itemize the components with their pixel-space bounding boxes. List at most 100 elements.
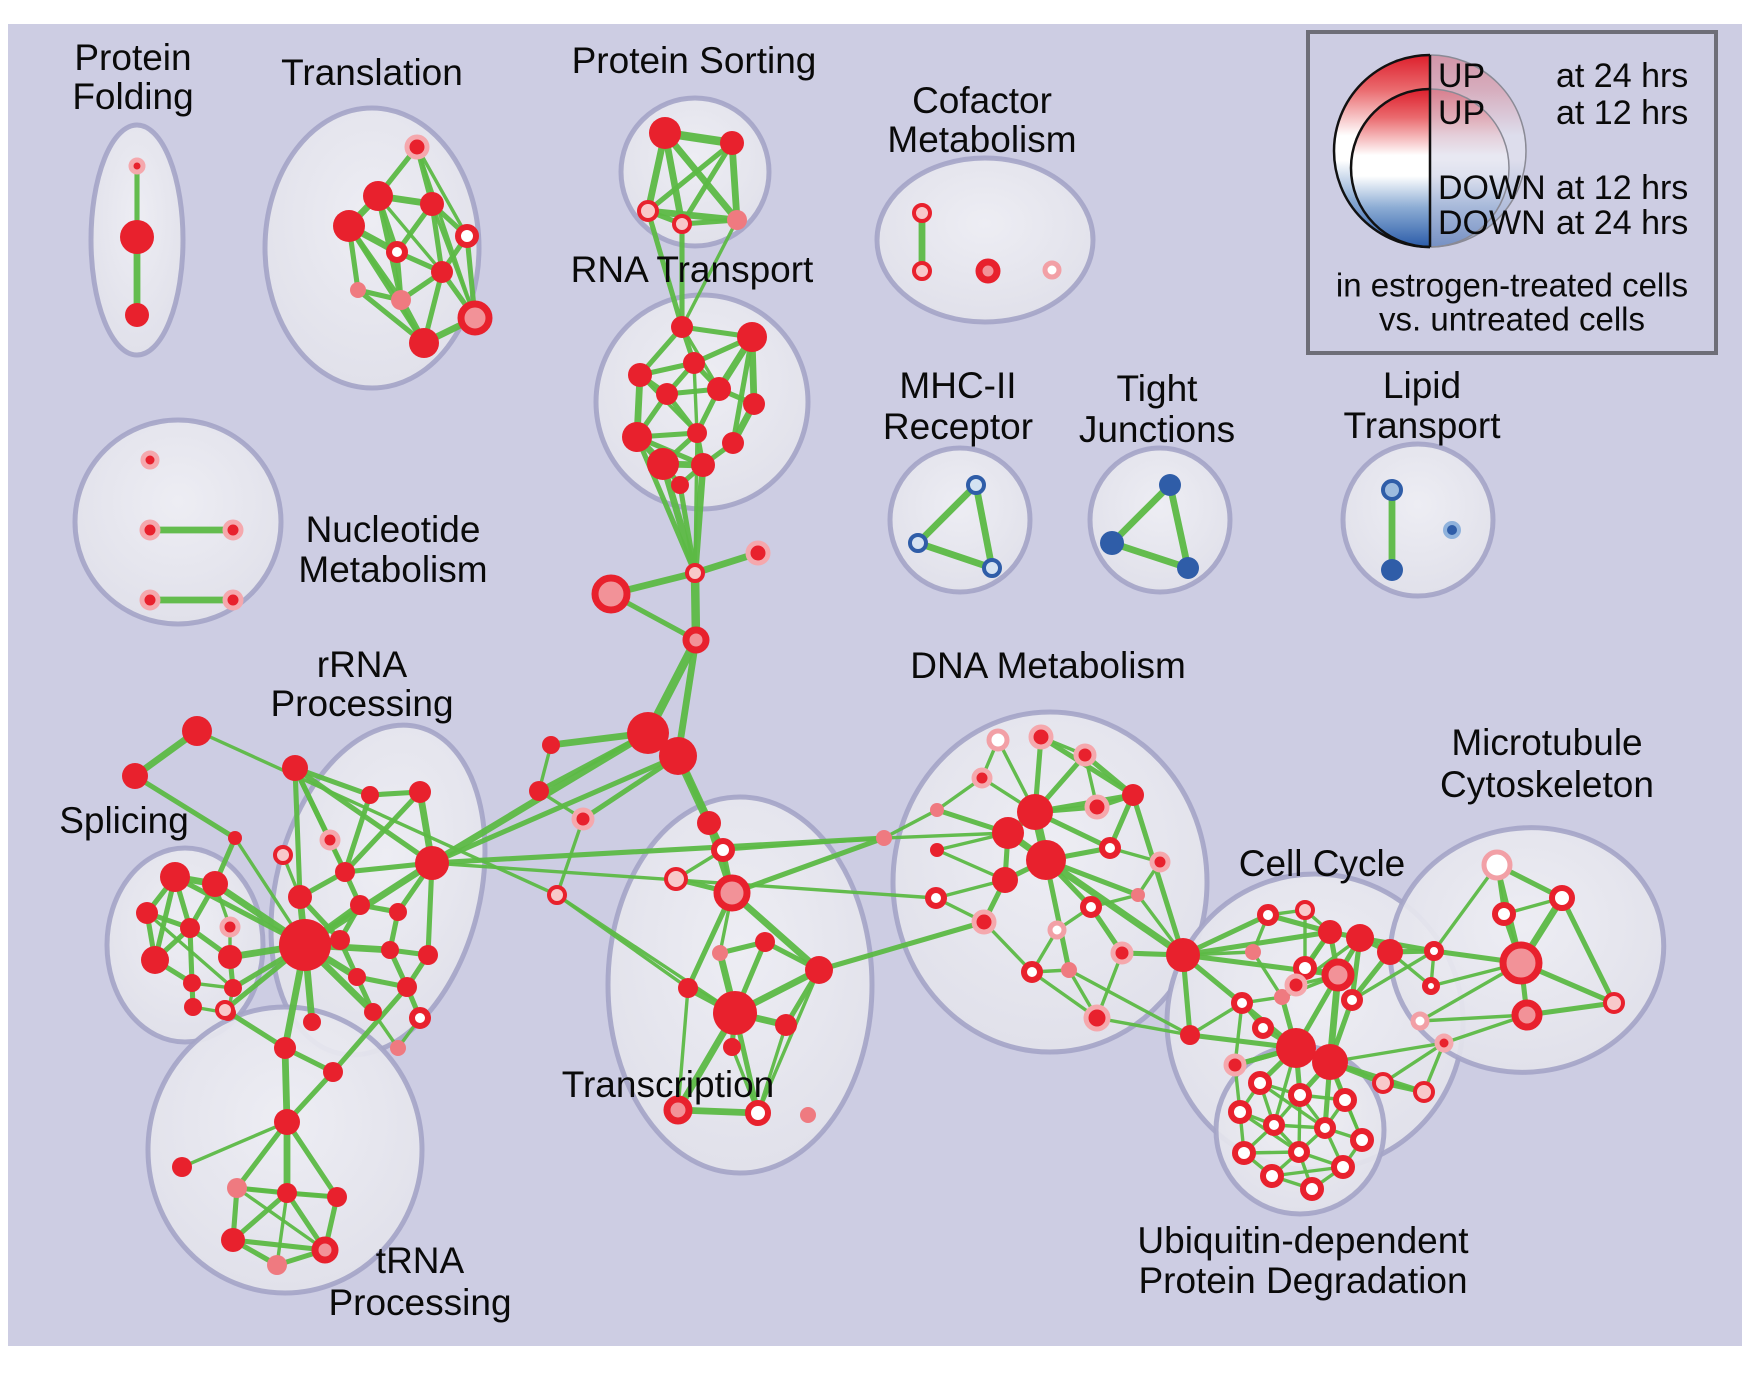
- gene-node-pk: [350, 282, 366, 298]
- gene-node-r: [930, 843, 944, 857]
- gene-node-ph: [1073, 743, 1097, 767]
- gene-node-r: [542, 736, 560, 754]
- gene-node-bl: [1443, 521, 1461, 539]
- gene-node-rw: [1248, 1071, 1272, 1095]
- gene-node-r: [1276, 1028, 1316, 1068]
- network-edge: [730, 334, 755, 446]
- network-edge: [430, 202, 477, 320]
- gene-node-r: [656, 383, 678, 405]
- gene-node-rw: [711, 838, 735, 862]
- gene-node-ph: [1223, 1053, 1247, 1077]
- gene-node-r: [333, 210, 365, 242]
- gene-node-r: [723, 1038, 741, 1056]
- cluster-label-rrna-processing: Processing: [270, 683, 453, 724]
- network-edge: [132, 773, 238, 841]
- network-edge: [1251, 950, 1284, 999]
- gene-node-r: [122, 763, 148, 789]
- gene-node-r: [1122, 784, 1144, 806]
- network-edge: [1328, 1041, 1446, 1064]
- gene-node-r: [737, 322, 767, 352]
- gene-node-ph: [971, 909, 997, 935]
- gene-node-r: [1377, 939, 1403, 965]
- cluster-label-microtubule-cytoskeleton: Cytoskeleton: [1440, 764, 1654, 805]
- legend-inner-ring-left: [1349, 87, 1431, 249]
- gene-node-r: [697, 811, 721, 835]
- gene-node-rw: [1257, 904, 1279, 926]
- gene-node-pk: [727, 210, 747, 230]
- gene-node-ph: [222, 519, 244, 541]
- network-edge: [882, 808, 939, 840]
- gene-node-ph: [128, 157, 146, 175]
- gene-node-rw: [1288, 1141, 1310, 1163]
- gene-node-pr: [1372, 1072, 1394, 1094]
- gene-node-r: [288, 885, 312, 909]
- gene-node-rw: [386, 241, 408, 263]
- legend-time-label: at 24 hrs: [1556, 204, 1688, 242]
- network-edge: [275, 1191, 289, 1267]
- network-edge: [1559, 895, 1617, 1006]
- gene-node-bw: [982, 558, 1002, 578]
- gene-node-rw: [1350, 1128, 1374, 1152]
- cluster-label-mhc-ii-receptor: MHC-II: [899, 365, 1016, 406]
- legend-outer-ring-left: [1332, 53, 1431, 249]
- network-edge: [644, 207, 741, 224]
- gene-node-r: [415, 846, 449, 880]
- network-edge: [676, 986, 690, 1112]
- gene-node-bw: [966, 475, 986, 495]
- gene-node-rw: [1228, 1100, 1252, 1124]
- gene-node-r: [678, 978, 698, 998]
- gene-node-r: [303, 1013, 321, 1031]
- network-edge: [429, 753, 681, 866]
- gene-node-r: [397, 977, 417, 997]
- cluster-label-cofactor-metabolism: Metabolism: [887, 119, 1076, 160]
- gene-node-pk: [876, 830, 892, 846]
- gene-node-r: [628, 363, 652, 387]
- gene-node-rp: [713, 874, 751, 912]
- gene-node-r: [172, 1157, 192, 1177]
- gene-node-r: [743, 393, 765, 415]
- network-edge: [693, 431, 699, 575]
- legend-direction-label: DOWN: [1438, 204, 1546, 242]
- gene-node-r: [671, 476, 689, 494]
- network-edge: [555, 893, 737, 1015]
- gene-node-rp: [1511, 999, 1543, 1031]
- legend-direction-label: UP: [1438, 94, 1485, 132]
- network-edge: [679, 140, 735, 227]
- gene-node-r: [1166, 938, 1200, 972]
- cluster-label-tight-junctions: Junctions: [1079, 409, 1235, 450]
- gene-node-ph: [1149, 851, 1171, 873]
- cluster-label-lipid-transport: Transport: [1344, 405, 1502, 446]
- network-edge: [914, 481, 980, 547]
- gene-node-ph: [971, 767, 993, 789]
- cluster-ellipse-transcription: [605, 794, 875, 1176]
- gene-node-r: [627, 712, 669, 754]
- network-edge: [1095, 1016, 1192, 1037]
- network-edge: [145, 911, 235, 990]
- gene-node-r: [1346, 924, 1374, 952]
- gene-node-r: [381, 941, 399, 959]
- gene-node-ph: [1434, 1033, 1454, 1053]
- gene-node-r: [202, 871, 228, 897]
- network-edge: [292, 765, 435, 866]
- gene-node-r: [683, 352, 705, 374]
- legend-direction-label: DOWN: [1438, 169, 1546, 207]
- gene-node-ph: [1284, 973, 1308, 997]
- cluster-label-trna-processing: Processing: [328, 1282, 511, 1323]
- gene-node-r: [363, 181, 393, 211]
- gene-node-rw: [1252, 1017, 1274, 1039]
- gene-node-pk: [930, 803, 944, 817]
- gene-node-pr: [215, 1000, 235, 1020]
- gene-node-r: [136, 902, 158, 924]
- gene-node-r: [671, 316, 693, 338]
- gene-node-rw: [455, 224, 479, 248]
- gene-node-r: [160, 862, 190, 892]
- cluster-ellipse-lipid-transport: [1340, 441, 1496, 599]
- network-edge: [645, 208, 685, 330]
- gene-node-r: [649, 117, 681, 149]
- network-edge: [234, 1119, 290, 1191]
- cluster-label-protein-folding: Folding: [72, 76, 193, 117]
- gene-node-pk: [227, 1178, 247, 1198]
- gene-node-pr: [1413, 1081, 1435, 1103]
- gene-node-r: [713, 991, 757, 1035]
- legend-direction-label: UP: [1438, 57, 1485, 95]
